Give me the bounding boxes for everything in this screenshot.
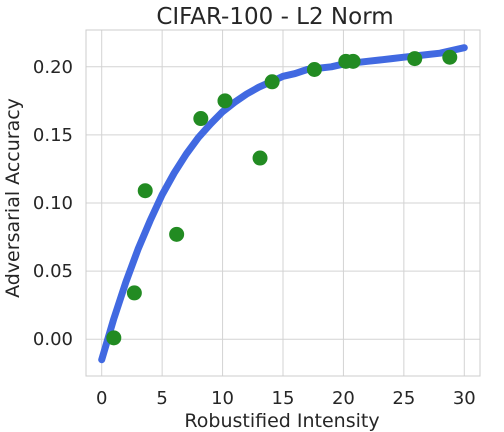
data-point bbox=[345, 53, 361, 69]
data-point bbox=[407, 51, 423, 67]
x-tick-label: 0 bbox=[96, 388, 107, 409]
data-point bbox=[137, 183, 153, 199]
data-point bbox=[252, 150, 268, 166]
y-axis-label: Adversarial Accuracy bbox=[2, 98, 24, 298]
data-point bbox=[306, 62, 322, 78]
data-point bbox=[169, 226, 185, 242]
data-point bbox=[106, 330, 122, 346]
chart-title: CIFAR-100 - L2 Norm bbox=[156, 4, 393, 30]
x-tick-label: 5 bbox=[156, 388, 167, 409]
y-tick-label: 0.15 bbox=[33, 125, 73, 146]
x-tick-label: 15 bbox=[272, 388, 295, 409]
data-point bbox=[126, 285, 142, 301]
y-tick-label: 0.10 bbox=[33, 193, 73, 214]
x-tick-label: 25 bbox=[392, 388, 415, 409]
x-tick-label: 30 bbox=[453, 388, 476, 409]
x-tick-label: 20 bbox=[332, 388, 355, 409]
y-tick-labels: 0.00 0.05 0.10 0.15 0.20 bbox=[33, 57, 73, 350]
plot-frame bbox=[85, 29, 481, 377]
y-tick-label: 0.20 bbox=[33, 57, 73, 78]
data-point bbox=[264, 74, 280, 90]
x-tick-label: 10 bbox=[211, 388, 234, 409]
y-tick-label: 0.05 bbox=[33, 261, 73, 282]
data-point bbox=[193, 111, 209, 127]
fit-curve-line bbox=[98, 44, 468, 364]
data-point bbox=[442, 49, 458, 65]
y-tick-label: 0.00 bbox=[33, 329, 73, 350]
data-point bbox=[217, 93, 233, 109]
x-tick-labels: 0 5 10 15 20 25 30 bbox=[96, 388, 476, 409]
x-axis-label: Robustified Intensity bbox=[184, 410, 379, 432]
series bbox=[98, 44, 468, 364]
